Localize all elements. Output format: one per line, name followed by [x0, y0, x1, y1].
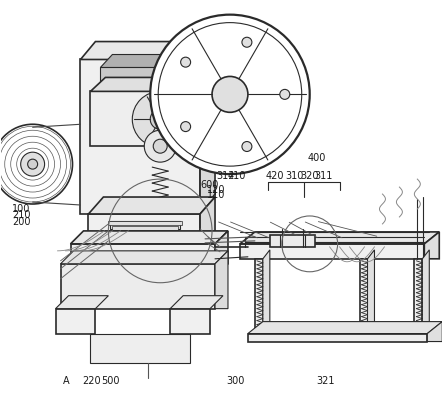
Bar — [81, 61, 200, 214]
Polygon shape — [424, 232, 439, 259]
Circle shape — [150, 110, 170, 130]
Polygon shape — [240, 232, 439, 244]
Circle shape — [181, 58, 190, 68]
Circle shape — [21, 153, 45, 177]
Bar — [90, 334, 190, 364]
Bar — [248, 334, 427, 342]
Polygon shape — [101, 55, 192, 68]
Circle shape — [242, 38, 252, 48]
Text: 210: 210 — [12, 210, 30, 220]
Bar — [360, 259, 368, 339]
Polygon shape — [263, 250, 270, 339]
Bar — [170, 309, 210, 334]
Text: 220: 220 — [82, 375, 101, 385]
Polygon shape — [200, 198, 215, 244]
Text: 120: 120 — [207, 184, 226, 194]
Text: 110: 110 — [207, 190, 226, 200]
Text: 312: 312 — [216, 171, 235, 181]
Polygon shape — [55, 296, 109, 309]
Bar — [120, 235, 170, 240]
Polygon shape — [170, 296, 223, 309]
Text: 600: 600 — [200, 179, 219, 189]
Bar — [117, 231, 174, 235]
Polygon shape — [61, 251, 228, 264]
Circle shape — [280, 90, 290, 100]
Bar — [255, 259, 263, 339]
Polygon shape — [180, 55, 192, 100]
Bar — [90, 92, 190, 147]
Text: 300: 300 — [226, 375, 244, 385]
Circle shape — [132, 92, 188, 148]
Bar — [270, 235, 315, 247]
Text: A: A — [62, 375, 69, 385]
Bar — [101, 68, 180, 103]
Polygon shape — [422, 250, 429, 339]
Text: 100: 100 — [12, 204, 30, 213]
Text: 500: 500 — [101, 375, 120, 385]
Bar — [55, 309, 95, 334]
Polygon shape — [190, 78, 205, 147]
Bar — [120, 236, 170, 239]
Polygon shape — [90, 78, 205, 92]
Text: 311: 311 — [314, 171, 333, 181]
Circle shape — [181, 122, 190, 132]
Polygon shape — [427, 322, 442, 342]
Polygon shape — [248, 322, 442, 334]
Polygon shape — [200, 43, 215, 214]
Bar — [113, 226, 178, 230]
Bar — [61, 264, 215, 309]
Polygon shape — [70, 231, 228, 244]
Polygon shape — [89, 198, 215, 214]
Text: 310: 310 — [286, 171, 304, 181]
Circle shape — [150, 16, 310, 175]
Polygon shape — [215, 251, 228, 309]
Circle shape — [212, 77, 248, 113]
Bar — [89, 214, 200, 244]
Bar — [109, 221, 182, 225]
Bar — [240, 244, 424, 259]
Polygon shape — [81, 43, 215, 61]
Polygon shape — [215, 231, 228, 264]
Text: 321: 321 — [316, 375, 335, 385]
Bar — [115, 229, 175, 235]
Bar — [110, 221, 180, 229]
Text: 400: 400 — [307, 153, 326, 163]
Circle shape — [242, 142, 252, 152]
Polygon shape — [368, 250, 374, 339]
Circle shape — [144, 131, 176, 163]
Bar — [414, 259, 422, 339]
Text: 320: 320 — [300, 171, 319, 181]
Bar — [70, 244, 215, 264]
Circle shape — [27, 160, 38, 170]
Circle shape — [153, 140, 167, 154]
Bar — [125, 240, 165, 244]
Text: 420: 420 — [266, 171, 284, 181]
Circle shape — [0, 125, 73, 204]
Text: 200: 200 — [12, 217, 30, 227]
Text: 410: 410 — [227, 171, 245, 181]
